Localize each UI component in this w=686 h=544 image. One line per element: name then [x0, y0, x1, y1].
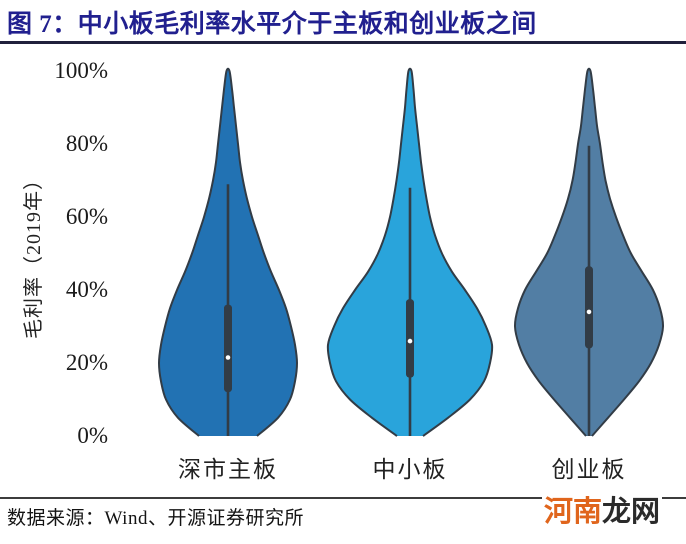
y-tick-label: 80%: [65, 131, 108, 156]
x-tick-label: 中小板: [372, 457, 448, 482]
iqr-box: [585, 266, 593, 349]
violin-3: [513, 67, 665, 437]
violin-outline: [157, 67, 299, 437]
median-dot: [407, 338, 413, 344]
title-rule: [0, 41, 686, 44]
violin-outline: [513, 67, 665, 437]
y-tick-label: 100%: [54, 58, 108, 83]
violin-1: [157, 67, 299, 437]
violin-2: [326, 67, 494, 437]
iqr-box: [406, 299, 414, 378]
y-tick-label: 0%: [77, 423, 108, 448]
median-dot: [225, 355, 231, 360]
x-tick-label: 创业板: [551, 457, 627, 482]
data-source-text: 数据来源：Wind、开源证券研究所: [7, 508, 304, 529]
violin-outline: [326, 67, 494, 437]
iqr-box: [224, 304, 232, 393]
y-tick-label: 60%: [65, 204, 108, 229]
y-tick-label: 40%: [65, 277, 108, 302]
figure-title: 图 7：中小板毛利率水平介于主板和创业板之间: [7, 11, 537, 38]
watermark-left: 河南: [544, 496, 603, 528]
median-dot: [586, 309, 592, 315]
x-tick-label: 深市主板: [178, 457, 278, 482]
watermark: 河南龙网: [542, 496, 663, 529]
y-tick-label: 20%: [65, 350, 108, 375]
watermark-right: 龙网: [602, 496, 661, 528]
footer-rule: [0, 497, 686, 499]
